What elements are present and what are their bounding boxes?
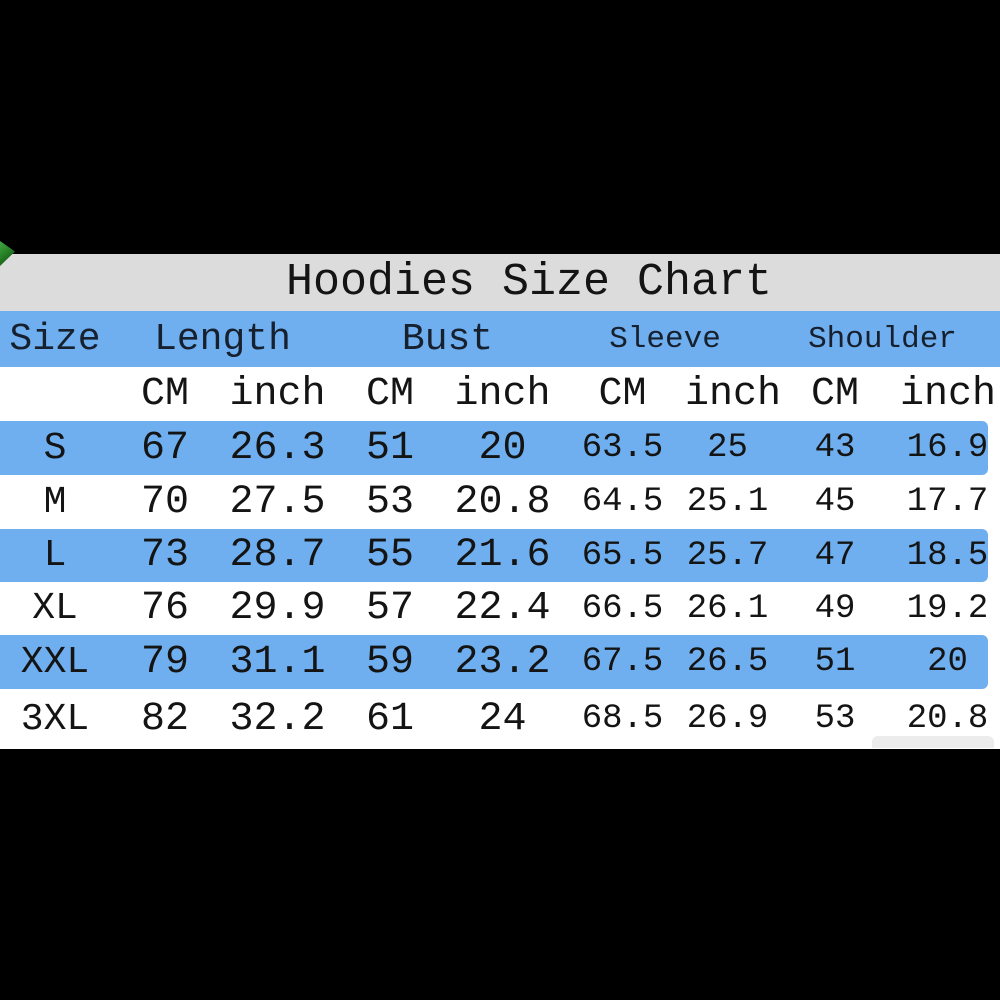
table-row-xxl: XXL 79 31.1 59 23.2 67.5 26.5 51 20 [0, 635, 1000, 689]
cell-bust-inch: 20 [478, 425, 527, 471]
cell-bust-cm: 61 [365, 696, 414, 742]
cell-bust-inch: 24 [478, 696, 527, 742]
cell-shoulder-cm: 43 [814, 429, 856, 467]
row-stripe [0, 635, 988, 689]
cell-bust-cm: 51 [365, 425, 414, 471]
cell-length-inch: 27.5 [229, 479, 326, 525]
header-sleeve: Sleeve [609, 321, 721, 357]
cell-shoulder-cm: 51 [814, 643, 856, 681]
cell-sleeve-cm: 67.5 [581, 643, 664, 681]
cell-bust-cm: 53 [365, 479, 414, 525]
table-row-l: L 73 28.7 55 21.6 65.5 25.7 47 18.5 [0, 529, 1000, 582]
header-shoulder: Shoulder [808, 321, 957, 357]
table-subheader-row: CM inch CM inch CM inch CM inch [0, 367, 1000, 421]
cell-shoulder-inch: 18.5 [906, 536, 989, 575]
cell-length-inch: 31.1 [229, 639, 326, 685]
cell-sleeve-cm: 65.5 [581, 536, 664, 575]
cell-length-cm: 70 [140, 479, 189, 525]
cell-size: S [43, 426, 67, 470]
cell-shoulder-inch: 17.7 [906, 483, 989, 521]
cell-shoulder-inch: 20.8 [906, 700, 989, 738]
cell-sleeve-inch: 26.1 [686, 589, 769, 628]
subheader-shoulder-inch: inch [900, 371, 997, 417]
cell-bust-inch: 20.8 [454, 479, 551, 525]
cell-shoulder-cm: 53 [814, 700, 856, 738]
cell-length-cm: 79 [140, 639, 189, 685]
cell-length-inch: 29.9 [229, 586, 326, 631]
cell-size: XL [32, 587, 78, 630]
subheader-bust-inch: inch [454, 371, 551, 417]
cell-length-inch: 32.2 [229, 696, 326, 742]
cell-size: 3XL [20, 697, 90, 741]
cell-size: XXL [20, 640, 90, 684]
cell-shoulder-cm: 47 [814, 536, 856, 575]
cell-shoulder-cm: 49 [814, 589, 856, 628]
cell-sleeve-inch: 26.9 [686, 700, 769, 738]
cell-sleeve-inch: 26.5 [686, 643, 769, 681]
chart-title: Hoodies Size Chart [285, 257, 773, 308]
size-chart-panel: Hoodies Size Chart Size Length Bust Slee… [0, 254, 1000, 749]
row-stripe [0, 529, 988, 582]
cell-bust-inch: 22.4 [454, 586, 551, 631]
cell-length-cm: 67 [140, 425, 189, 471]
header-bust: Bust [401, 317, 494, 361]
subheader-shoulder-cm: CM [810, 371, 859, 417]
subheader-bust-cm: CM [365, 371, 414, 417]
cell-sleeve-cm: 66.5 [581, 589, 664, 628]
subheader-sleeve-inch: inch [685, 371, 782, 417]
cell-length-cm: 82 [140, 696, 189, 742]
cell-shoulder-inch: 19.2 [906, 589, 989, 628]
cell-sleeve-cm: 64.5 [581, 483, 664, 521]
table-row-m: M 70 27.5 53 20.8 64.5 25.1 45 17.7 [0, 475, 1000, 529]
cell-shoulder-inch: 16.9 [906, 429, 989, 467]
cell-bust-cm: 55 [365, 533, 414, 578]
cell-size: M [43, 480, 67, 524]
cell-bust-inch: 21.6 [454, 533, 551, 578]
cell-size: L [43, 534, 67, 577]
cell-bust-cm: 59 [365, 639, 414, 685]
table-header-row: Size Length Bust Sleeve Shoulder [0, 311, 1000, 367]
cell-length-cm: 73 [140, 533, 189, 578]
cell-sleeve-cm: 68.5 [581, 700, 664, 738]
row-stripe [0, 421, 988, 475]
table-row-3xl: 3XL 82 32.2 61 24 68.5 26.9 53 20.8 [0, 689, 1000, 749]
chart-title-band: Hoodies Size Chart [0, 254, 1000, 311]
subheader-sleeve-cm: CM [598, 371, 647, 417]
cell-sleeve-cm: 63.5 [581, 429, 664, 467]
cell-shoulder-cm: 45 [814, 483, 856, 521]
cell-bust-inch: 23.2 [454, 639, 551, 685]
cell-length-inch: 28.7 [229, 533, 326, 578]
header-length: Length [154, 317, 291, 361]
table-row-xl: XL 76 29.9 57 22.4 66.5 26.1 49 19.2 [0, 582, 1000, 635]
cell-sleeve-inch: 25.7 [686, 536, 769, 575]
header-size: Size [9, 317, 101, 361]
cell-sleeve-inch: 25 [707, 429, 748, 467]
cell-bust-cm: 57 [365, 586, 414, 631]
cell-shoulder-inch: 20 [927, 643, 968, 681]
table-row-s: S 67 26.3 51 20 63.5 25 43 16.9 [0, 421, 1000, 475]
subheader-length-cm: CM [140, 371, 189, 417]
subheader-length-inch: inch [229, 371, 326, 417]
cell-length-cm: 76 [140, 586, 189, 631]
watermark-smudge [872, 736, 994, 748]
cell-sleeve-inch: 25.1 [686, 483, 769, 521]
cell-length-inch: 26.3 [229, 425, 326, 471]
